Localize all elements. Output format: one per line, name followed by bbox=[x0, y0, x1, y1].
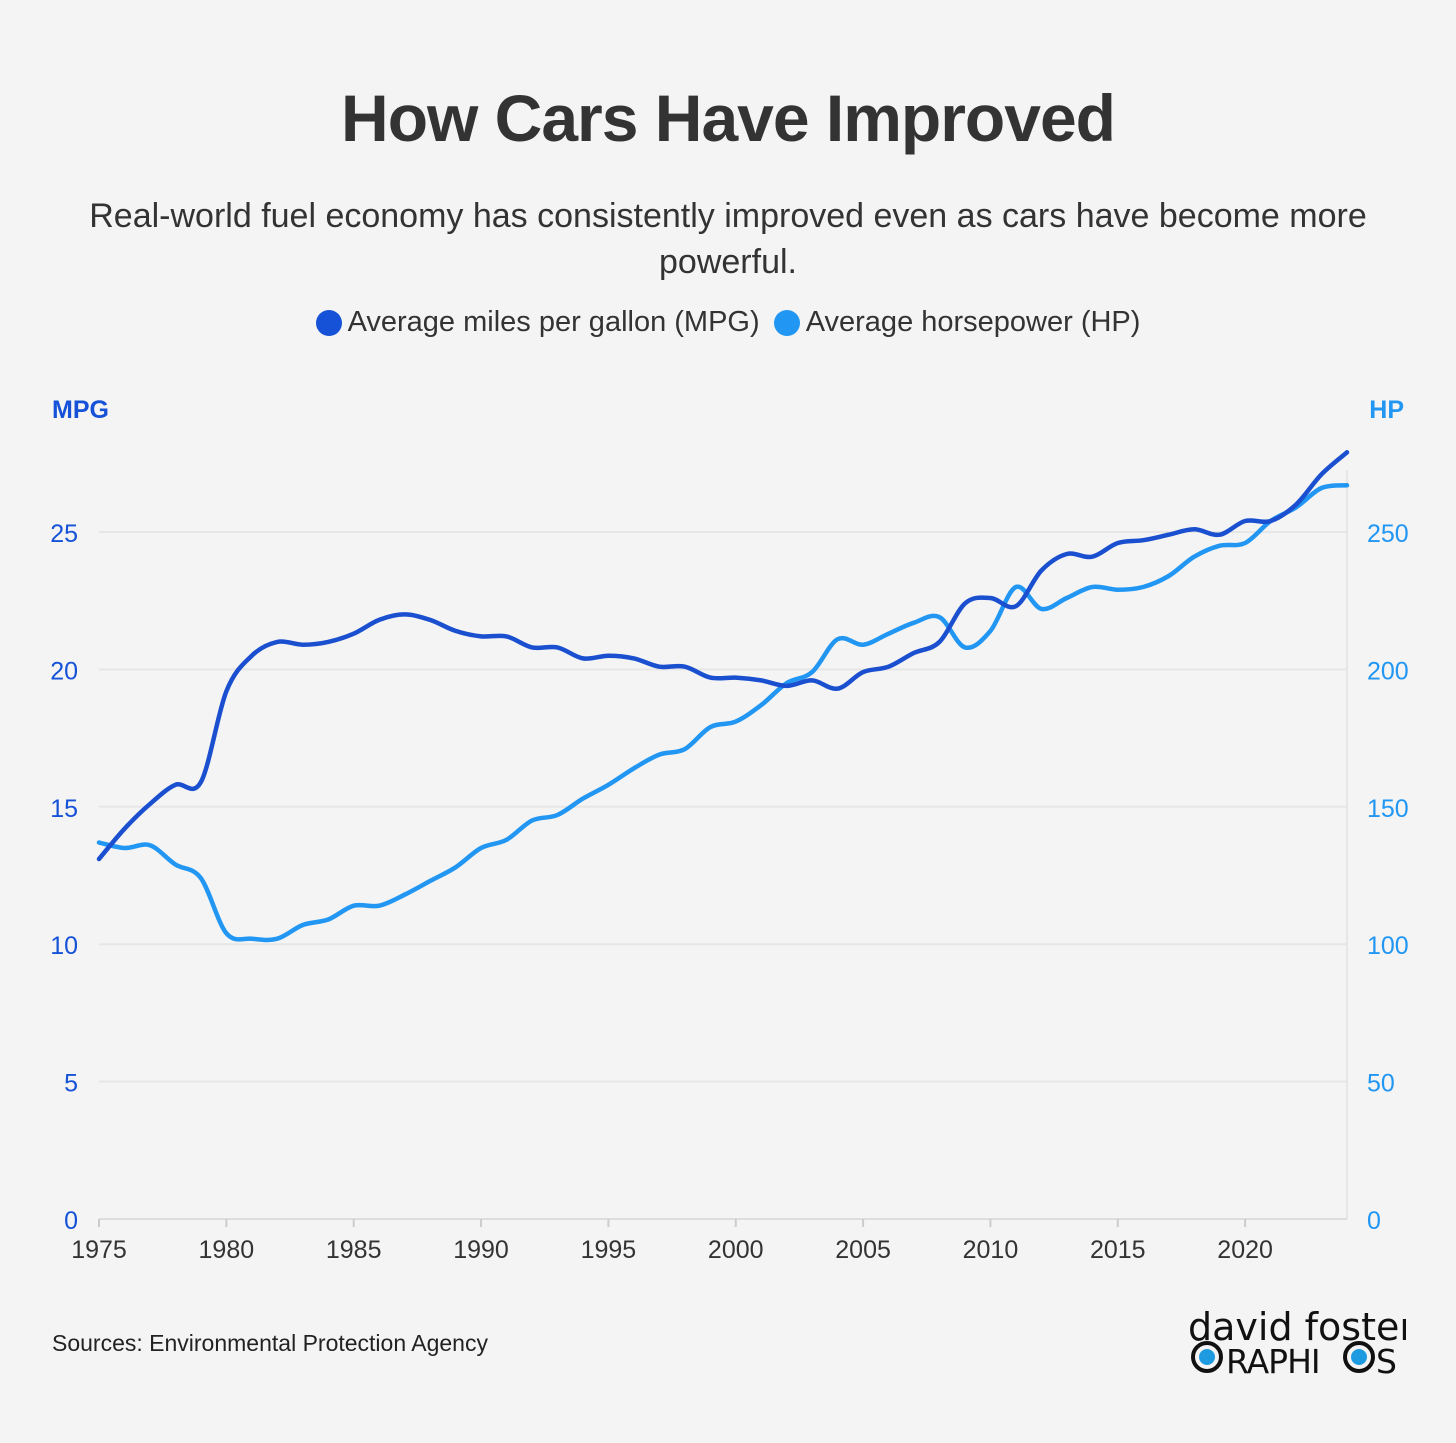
y-right-axis-title: HP bbox=[1369, 396, 1404, 424]
y-right-tick-label: 100 bbox=[1367, 932, 1409, 960]
legend-item-mpg[interactable]: Average miles per gallon (MPG) bbox=[315, 306, 760, 339]
svg-text:RAPHI: RAPHI bbox=[1226, 1342, 1320, 1381]
x-tick-label: 1990 bbox=[453, 1236, 509, 1264]
y-right-tick-label: 250 bbox=[1367, 520, 1409, 548]
y-right-tick-label: 200 bbox=[1367, 657, 1409, 685]
logo-line1: david foster bbox=[1188, 1306, 1406, 1349]
legend-label: Average horsepower (HP) bbox=[805, 306, 1141, 338]
y-left-tick-label: 20 bbox=[50, 657, 78, 685]
y-right-tick-label: 150 bbox=[1367, 795, 1409, 823]
y-left-tick-label: 15 bbox=[50, 795, 78, 823]
mpg-series-line bbox=[96, 450, 1350, 862]
brand-logo: david foster RAPHI S bbox=[1186, 1305, 1415, 1387]
x-tick-label: 2005 bbox=[835, 1236, 891, 1264]
source-note: Sources: Environmental Protection Agency bbox=[52, 1330, 488, 1356]
x-tick-label: 2000 bbox=[708, 1236, 764, 1264]
hp-series-line bbox=[96, 483, 1350, 943]
svg-text:S: S bbox=[1376, 1342, 1397, 1381]
legend-label: Average miles per gallon (MPG) bbox=[347, 306, 760, 338]
legend-dot-mpg-icon bbox=[315, 309, 342, 336]
y-left-tick-label: 25 bbox=[50, 520, 78, 548]
y-right-tick-label: 50 bbox=[1367, 1070, 1395, 1098]
x-tick-label: 2010 bbox=[963, 1236, 1019, 1264]
x-tick-label: 1980 bbox=[199, 1236, 255, 1264]
y-left-tick-label: 0 bbox=[64, 1207, 78, 1235]
y-left-tick-label: 5 bbox=[64, 1070, 78, 1098]
legend-dot-hp-icon bbox=[773, 309, 800, 336]
legend-item-hp[interactable]: Average horsepower (HP) bbox=[773, 306, 1141, 339]
x-tick-label: 1995 bbox=[581, 1236, 637, 1264]
x-tick-label: 1985 bbox=[326, 1236, 382, 1264]
x-tick-label: 2020 bbox=[1217, 1236, 1273, 1264]
y-left-tick-label: 10 bbox=[50, 932, 78, 960]
x-tick-label: 2015 bbox=[1090, 1236, 1146, 1264]
chart-subtitle: Real-world fuel economy has consistently… bbox=[89, 197, 1367, 281]
chart-title: How Cars Have Improved bbox=[341, 81, 1116, 155]
y-left-axis-title: MPG bbox=[52, 396, 109, 424]
legend: Average miles per gallon (MPG) Average h… bbox=[0, 306, 1456, 344]
x-tick-label: 1975 bbox=[71, 1236, 127, 1264]
y-right-tick-label: 0 bbox=[1367, 1207, 1381, 1235]
